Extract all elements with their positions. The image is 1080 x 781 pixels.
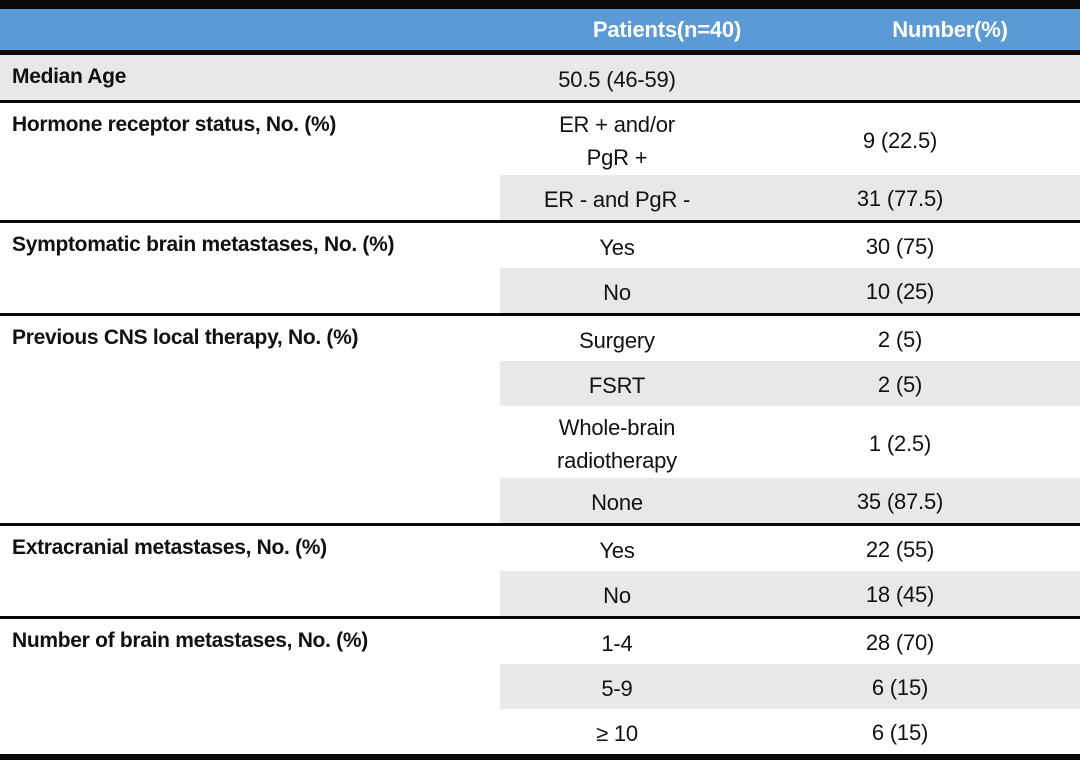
table-row: No 18 (45)	[500, 571, 1080, 616]
table-body: Median Age 50.5 (46-59) Hormone receptor…	[0, 55, 1080, 754]
table-group: Symptomatic brain metastases, No. (%) Ye…	[0, 220, 1080, 313]
row-value-cell: Yes	[599, 234, 635, 260]
row-number-cell: 2 (5)	[877, 372, 923, 397]
row-number-cell: 10 (25)	[865, 279, 935, 304]
row-value-cell: ER - and PgR -	[543, 186, 691, 212]
table-row: FSRT 2 (5)	[500, 361, 1080, 406]
row-number-cell: 9 (22.5)	[862, 127, 938, 153]
group-rows: Surgery 2 (5) FSRT 2 (5) Whole-brain rad…	[500, 316, 1080, 523]
table-row: ER - and PgR - 31 (77.5)	[500, 175, 1080, 220]
header-separator-rule	[0, 50, 1080, 55]
row-number-cell: 28 (70)	[865, 630, 935, 655]
table-header-row: Patients(n=40) Number(%)	[0, 9, 1080, 50]
table-row: 1-4 28 (70)	[500, 619, 1080, 664]
col-header-patients: Patients(n=40)	[592, 16, 742, 42]
row-number-cell: 18 (45)	[865, 582, 935, 607]
row-value-cell: 50.5 (46-59)	[558, 66, 676, 92]
table-group: Median Age 50.5 (46-59)	[0, 55, 1080, 100]
group-label: Number of brain metastases, No. (%)	[0, 619, 500, 754]
group-rows: Yes 22 (55) No 18 (45)	[500, 526, 1080, 616]
table-group: Previous CNS local therapy, No. (%) Surg…	[0, 313, 1080, 523]
row-number-cell: 2 (5)	[877, 327, 923, 352]
group-rows: Yes 30 (75) No 10 (25)	[500, 223, 1080, 313]
row-number-cell: 35 (87.5)	[856, 489, 944, 514]
table-row: ER + and/or PgR + 9 (22.5)	[500, 103, 1080, 175]
row-number-cell: 22 (55)	[865, 537, 935, 562]
group-rows: 1-4 28 (70) 5-9 6 (15) ≥ 10 6 (15)	[500, 619, 1080, 754]
row-number-cell: 30 (75)	[865, 234, 935, 259]
group-rows: ER + and/or PgR + 9 (22.5) ER - and PgR …	[500, 103, 1080, 220]
group-label: Hormone receptor status, No. (%)	[0, 103, 500, 220]
table-bottom-border	[0, 754, 1080, 760]
row-value-cell: ER + and/or PgR +	[559, 111, 675, 170]
table-row: None 35 (87.5)	[500, 478, 1080, 523]
table-group: Extracranial metastases, No. (%) Yes 22 …	[0, 523, 1080, 616]
row-number-cell: 31 (77.5)	[856, 186, 944, 211]
group-rows: 50.5 (46-59)	[500, 55, 1080, 100]
row-value-cell: Yes	[599, 537, 635, 563]
row-value-cell: 5-9	[601, 675, 633, 701]
row-value-cell: 1-4	[601, 630, 633, 656]
table-row: No 10 (25)	[500, 268, 1080, 313]
group-label: Median Age	[0, 55, 500, 100]
col-header-number: Number(%)	[892, 16, 1008, 42]
row-number-cell: 1 (2.5)	[868, 430, 932, 456]
col-header-empty	[0, 9, 500, 50]
table-row: 50.5 (46-59)	[500, 55, 1080, 100]
row-value-cell: No	[603, 279, 631, 305]
table-row: Surgery 2 (5)	[500, 316, 1080, 361]
table-row: 5-9 6 (15)	[500, 664, 1080, 709]
row-number-cell	[790, 55, 1080, 100]
table-group: Hormone receptor status, No. (%) ER + an…	[0, 100, 1080, 220]
table-row: ≥ 10 6 (15)	[500, 709, 1080, 754]
group-label: Previous CNS local therapy, No. (%)	[0, 316, 500, 523]
row-number-cell: 6 (15)	[871, 675, 929, 700]
row-value-cell: No	[603, 582, 631, 608]
table-row: Whole-brain radiotherapy 1 (2.5)	[500, 406, 1080, 478]
table-group: Number of brain metastases, No. (%) 1-4 …	[0, 616, 1080, 754]
row-value-cell: Whole-brain radiotherapy	[557, 414, 677, 473]
group-label: Symptomatic brain metastases, No. (%)	[0, 223, 500, 313]
row-value-cell: None	[591, 489, 643, 515]
row-value-cell: Surgery	[579, 327, 655, 353]
table-row: Yes 30 (75)	[500, 223, 1080, 268]
row-value-cell: ≥ 10	[596, 720, 638, 746]
group-label: Extracranial metastases, No. (%)	[0, 526, 500, 616]
row-number-cell: 6 (15)	[871, 720, 929, 745]
row-value-cell: FSRT	[588, 372, 646, 398]
table-row: Yes 22 (55)	[500, 526, 1080, 571]
table-top-border	[0, 0, 1080, 9]
